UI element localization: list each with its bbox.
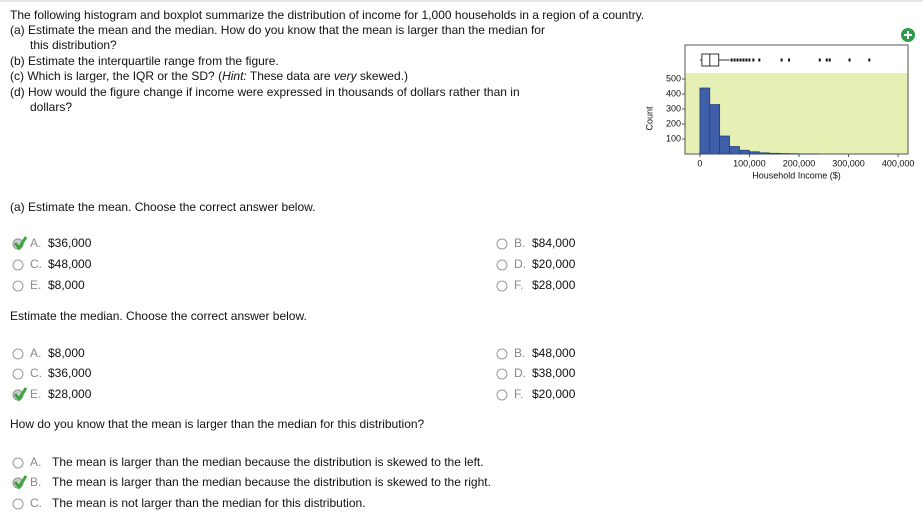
option-letter[interactable]: C. — [30, 496, 42, 510]
radio-button[interactable] — [13, 260, 23, 270]
histogram-bar — [769, 153, 779, 154]
outlier — [826, 59, 828, 62]
option-text[interactable]: The mean is not larger than the median f… — [52, 496, 366, 510]
option-text[interactable]: $20,000 — [532, 257, 576, 271]
option-letter[interactable]: B. — [514, 346, 525, 360]
radio-button[interactable] — [13, 369, 23, 379]
outlier — [740, 59, 742, 62]
text: Hint: — [222, 69, 247, 83]
zoom-button[interactable] — [901, 28, 915, 42]
option-text[interactable]: $38,000 — [532, 366, 576, 380]
option-letter[interactable]: A. — [30, 346, 41, 360]
outlier — [849, 59, 851, 62]
question-d: (d) How would the figure change if incom… — [10, 85, 520, 99]
x-tick-label: 0 — [697, 158, 702, 168]
option-text[interactable]: $8,000 — [48, 278, 85, 292]
histogram-bar — [730, 147, 740, 155]
option-text[interactable]: The mean is larger than the median becau… — [52, 455, 484, 469]
outlier — [745, 59, 747, 62]
option-letter[interactable]: A. — [30, 455, 41, 469]
option-letter[interactable]: A. — [30, 236, 41, 250]
radio-button[interactable] — [497, 281, 507, 291]
question-a: (a) Estimate the mean and the median. Ho… — [10, 23, 545, 37]
text: These data are — [247, 69, 334, 83]
outlier — [734, 59, 736, 62]
option-text[interactable]: $36,000 — [48, 366, 92, 380]
question-b: (b) Estimate the interquartile range fro… — [10, 54, 279, 68]
prompt: How do you know that the mean is larger … — [10, 417, 425, 431]
outlier — [742, 59, 744, 62]
outlier — [748, 59, 750, 62]
radio-button[interactable] — [497, 390, 507, 400]
text: (c) Which is larger, the IQR or the SD? … — [10, 69, 222, 83]
y-tick-label: 300 — [666, 103, 681, 113]
histogram-bar — [740, 150, 750, 154]
option-text[interactable]: $28,000 — [48, 387, 92, 401]
x-tick-label: 100,000 — [733, 158, 766, 168]
radio-button[interactable] — [497, 369, 507, 379]
outlier — [829, 59, 831, 62]
option-letter[interactable]: C. — [30, 366, 42, 380]
question-a: this distribution? — [30, 38, 117, 52]
text: skewed.) — [357, 69, 408, 83]
option-letter[interactable]: F. — [514, 387, 523, 401]
histogram-bar — [700, 88, 710, 154]
y-axis-label: Count — [644, 106, 654, 131]
x-tick-label: 200,000 — [783, 158, 816, 168]
option-text[interactable]: $20,000 — [532, 387, 576, 401]
option-text[interactable]: $48,000 — [532, 346, 576, 360]
x-tick-label: 300,000 — [832, 158, 865, 168]
option-text[interactable]: $36,000 — [48, 236, 92, 250]
option-letter[interactable]: E. — [30, 387, 41, 401]
radio-button[interactable] — [13, 281, 23, 291]
prompt: Estimate the median. Choose the correct … — [10, 309, 307, 323]
x-tick-label: 400,000 — [882, 158, 915, 168]
option-letter[interactable]: D. — [514, 257, 526, 271]
radio-button[interactable] — [13, 458, 23, 468]
outlier — [781, 59, 783, 62]
x-axis-label: Household Income ($) — [752, 170, 841, 180]
option-letter[interactable]: F. — [514, 278, 523, 292]
text: very — [334, 69, 358, 83]
y-tick-label: 200 — [666, 118, 681, 128]
y-tick-label: 100 — [666, 133, 681, 143]
y-tick-label: 500 — [666, 73, 681, 83]
histogram-bar — [710, 105, 720, 155]
option-letter[interactable]: B. — [514, 236, 525, 250]
outlier — [819, 59, 821, 62]
outlier — [731, 59, 733, 62]
prompt: (a) Estimate the mean. Choose the correc… — [10, 200, 315, 214]
option-text[interactable]: $8,000 — [48, 346, 85, 360]
histogram-bar — [749, 152, 759, 154]
question-c: (c) Which is larger, the IQR or the SD? … — [10, 69, 408, 83]
histogram-bar — [759, 153, 769, 154]
outlier — [758, 59, 760, 62]
radio-button[interactable] — [13, 499, 23, 509]
histogram-bar — [720, 136, 730, 154]
option-letter[interactable]: C. — [30, 257, 42, 271]
question-intro: The following histogram and boxplot summ… — [10, 8, 644, 22]
outlier — [868, 59, 870, 62]
option-letter[interactable]: E. — [30, 278, 41, 292]
question-d: dollars? — [30, 100, 72, 114]
y-tick-label: 400 — [666, 88, 681, 98]
option-letter[interactable]: D. — [514, 366, 526, 380]
outlier — [788, 59, 790, 62]
radio-button[interactable] — [497, 260, 507, 270]
outlier — [737, 59, 739, 62]
radio-button[interactable] — [497, 239, 507, 249]
radio-button[interactable] — [497, 349, 507, 359]
option-text[interactable]: $48,000 — [48, 257, 92, 271]
option-text[interactable]: $84,000 — [532, 236, 576, 250]
option-text[interactable]: $28,000 — [532, 278, 576, 292]
outlier — [752, 59, 754, 62]
radio-button[interactable] — [13, 349, 23, 359]
option-letter[interactable]: B. — [30, 475, 41, 489]
option-text[interactable]: The mean is larger than the median becau… — [52, 475, 491, 489]
